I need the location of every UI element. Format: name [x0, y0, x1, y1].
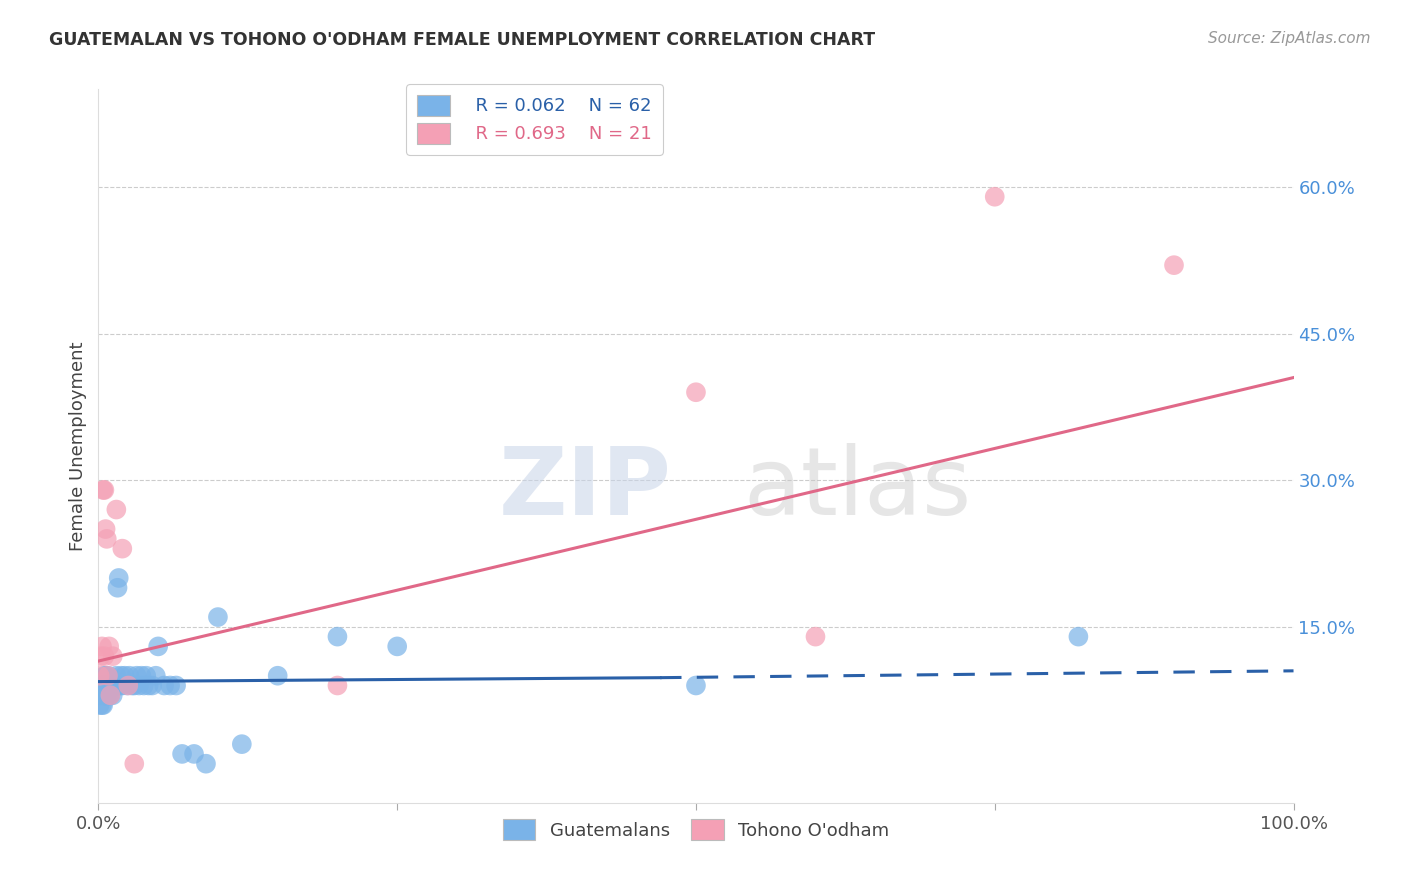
- Point: [94, 678, 117, 692]
- Point: [118, 669, 141, 683]
- Point: [98, 640, 121, 654]
- Point: [91, 640, 114, 654]
- Point: [91, 483, 114, 497]
- Point: [121, 678, 143, 692]
- Point: [114, 669, 136, 683]
- Point: [94, 669, 117, 683]
- Point: [93, 649, 115, 664]
- Point: [115, 678, 138, 692]
- Point: [153, 678, 176, 692]
- Point: [326, 678, 349, 692]
- Point: [110, 669, 132, 683]
- Point: [89, 698, 111, 712]
- Point: [207, 610, 229, 624]
- Point: [135, 669, 157, 683]
- Y-axis label: Female Unemployment: Female Unemployment: [69, 342, 87, 550]
- Point: [97, 669, 120, 683]
- Point: [685, 678, 707, 692]
- Point: [91, 678, 114, 692]
- Point: [138, 678, 160, 692]
- Point: [89, 688, 111, 702]
- Point: [90, 678, 112, 692]
- Point: [93, 688, 115, 702]
- Point: [101, 688, 124, 702]
- Point: [1163, 258, 1185, 272]
- Point: [98, 688, 122, 702]
- Point: [984, 190, 1007, 204]
- Point: [91, 688, 114, 702]
- Point: [98, 688, 122, 702]
- Point: [165, 678, 187, 692]
- Point: [108, 678, 131, 692]
- Point: [131, 669, 153, 683]
- Point: [96, 688, 118, 702]
- Point: [685, 385, 707, 400]
- Point: [91, 698, 114, 712]
- Point: [105, 669, 128, 683]
- Point: [93, 678, 115, 692]
- Point: [132, 678, 155, 692]
- Point: [148, 640, 170, 654]
- Point: [97, 678, 120, 692]
- Point: [145, 669, 167, 683]
- Point: [128, 678, 150, 692]
- Point: [96, 678, 118, 692]
- Point: [93, 669, 115, 683]
- Point: [111, 678, 134, 692]
- Point: [90, 688, 112, 702]
- Point: [91, 698, 114, 712]
- Point: [125, 669, 148, 683]
- Point: [98, 688, 121, 702]
- Point: [804, 630, 827, 644]
- Legend: Guatemalans, Tohono O'odham: Guatemalans, Tohono O'odham: [495, 812, 897, 847]
- Point: [326, 630, 349, 644]
- Point: [89, 669, 111, 683]
- Text: GUATEMALAN VS TOHONO O'ODHAM FEMALE UNEMPLOYMENT CORRELATION CHART: GUATEMALAN VS TOHONO O'ODHAM FEMALE UNEM…: [49, 31, 876, 49]
- Point: [96, 678, 118, 692]
- Point: [107, 581, 129, 595]
- Point: [90, 649, 112, 664]
- Point: [159, 678, 181, 692]
- Point: [172, 747, 194, 761]
- Point: [100, 678, 122, 692]
- Point: [93, 483, 115, 497]
- Point: [91, 678, 114, 692]
- Point: [124, 756, 146, 771]
- Point: [104, 678, 127, 692]
- Point: [141, 678, 163, 692]
- Point: [107, 571, 129, 585]
- Point: [103, 678, 125, 692]
- Point: [94, 688, 117, 702]
- Point: [124, 678, 146, 692]
- Point: [94, 522, 117, 536]
- Point: [231, 737, 253, 751]
- Point: [1067, 630, 1090, 644]
- Text: Source: ZipAtlas.com: Source: ZipAtlas.com: [1208, 31, 1371, 46]
- Point: [105, 502, 128, 516]
- Text: ZIP: ZIP: [499, 442, 672, 535]
- Point: [117, 678, 139, 692]
- Point: [97, 669, 120, 683]
- Point: [195, 756, 218, 771]
- Point: [98, 678, 122, 692]
- Point: [385, 640, 409, 654]
- Point: [91, 688, 114, 702]
- Point: [267, 669, 290, 683]
- Point: [111, 541, 134, 556]
- Text: atlas: atlas: [744, 442, 972, 535]
- Point: [183, 747, 205, 761]
- Point: [98, 678, 121, 692]
- Point: [96, 532, 118, 546]
- Point: [101, 649, 124, 664]
